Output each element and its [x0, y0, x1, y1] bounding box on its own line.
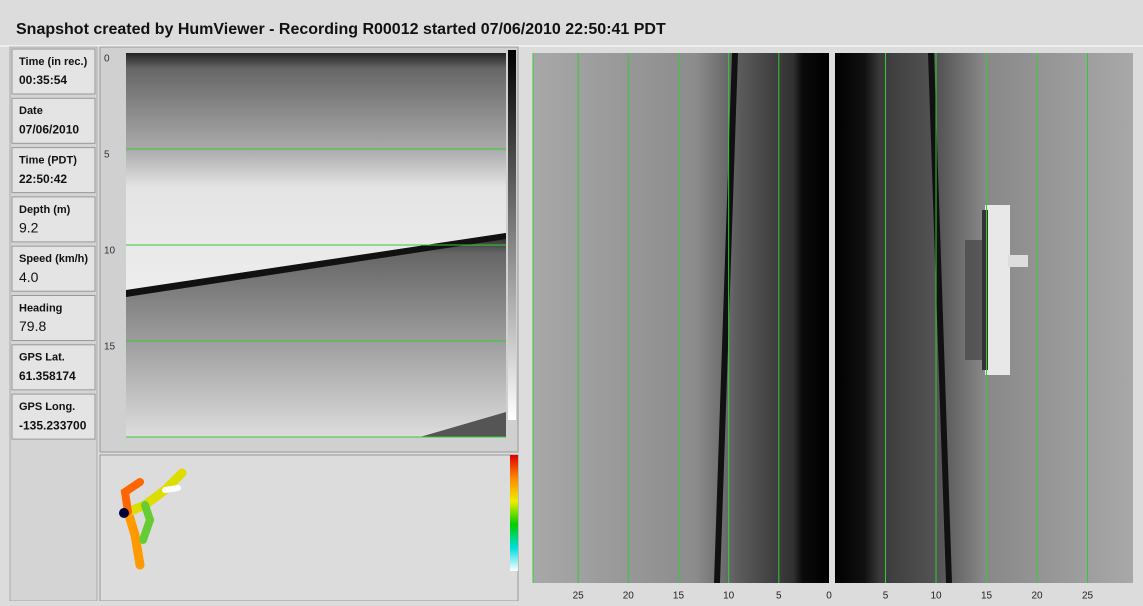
- humviewer-window: Snapshot created by HumViewer - Recordin…: [0, 0, 1143, 601]
- range-tick-label: 25: [573, 591, 585, 601]
- range-tick-label: 5: [776, 591, 782, 601]
- depth-tick-label: 10: [104, 246, 116, 257]
- intensity-bar: [508, 50, 516, 420]
- field-value: 61.358174: [19, 369, 76, 383]
- field-value: -135.233700: [19, 418, 87, 432]
- field-label: Heading: [19, 302, 62, 314]
- range-tick-label: 15: [981, 591, 993, 601]
- field-value: 79.8: [19, 318, 46, 334]
- field-value: 4.0: [19, 269, 39, 285]
- field-value: 22:50:42: [19, 172, 67, 186]
- range-tick-label: 10: [723, 591, 735, 601]
- range-tick-label: 5: [883, 591, 889, 601]
- field-label: Depth (m): [19, 204, 71, 216]
- map-panel: [100, 455, 518, 601]
- range-tick-label: 20: [1031, 591, 1043, 601]
- field-label: Date: [19, 105, 43, 117]
- range-tick-label: 10: [930, 591, 942, 601]
- field-value: 07/06/2010: [19, 122, 79, 136]
- field-value: 00:35:54: [19, 73, 67, 87]
- field-label: Time (PDT): [19, 155, 77, 167]
- field-label: GPS Lat.: [19, 352, 65, 364]
- field-label: GPS Long.: [19, 401, 75, 413]
- range-tick-label: 0: [826, 591, 832, 601]
- field-label: Speed (km/h): [19, 253, 88, 265]
- depth-tick-label: 15: [104, 342, 116, 353]
- field-value: 9.2: [19, 220, 39, 236]
- range-tick-label: 25: [1082, 591, 1094, 601]
- depth-color-bar: [510, 455, 518, 571]
- depth-tick-label: 0: [104, 54, 110, 65]
- port-image: [533, 53, 829, 583]
- field-label: Time (in rec.): [19, 56, 88, 68]
- range-tick-label: 15: [673, 591, 685, 601]
- range-tick-label: 20: [623, 591, 635, 601]
- depth-tick-label: 5: [104, 150, 110, 161]
- window-title: Snapshot created by HumViewer - Recordin…: [16, 21, 666, 38]
